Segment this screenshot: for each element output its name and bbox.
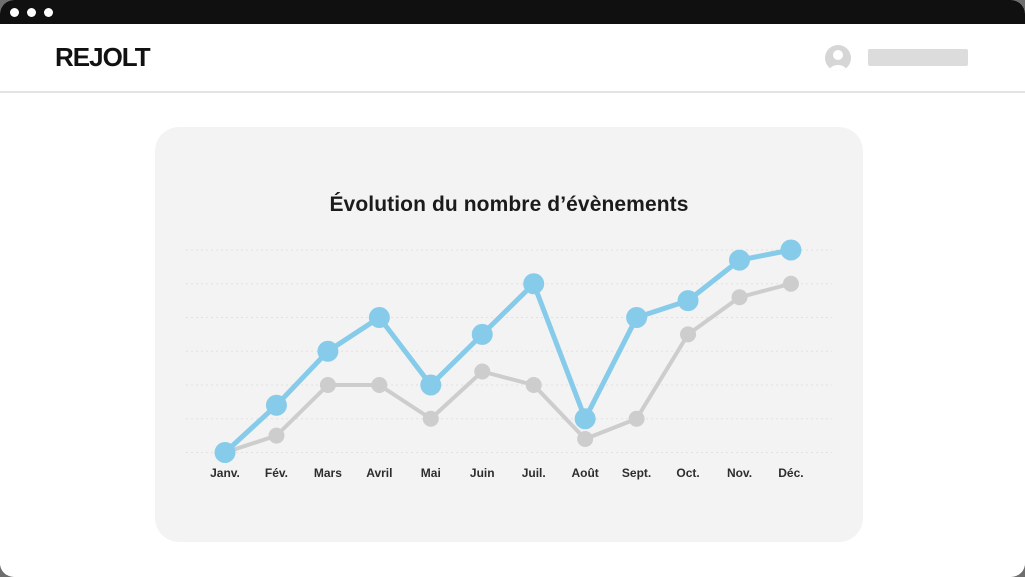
primary-blue-line	[222, 247, 794, 455]
primary-blue-point	[265, 394, 287, 416]
secondary-gray-point	[371, 377, 388, 393]
brand-logo: REJOLT	[55, 42, 151, 72]
line-chart: Janv. Fév. Mars Avril Mai Juin Juil. Août Sept. O…	[186, 239, 832, 480]
primary-blue-point	[420, 374, 442, 396]
primary-blue-point	[471, 323, 493, 345]
x-axis-label: Juin	[470, 466, 495, 480]
primary-blue-point	[317, 340, 339, 362]
secondary-gray-point	[628, 410, 645, 427]
primary-blue-point	[677, 290, 699, 312]
app-header: REJOLT	[0, 24, 1025, 93]
primary-blue-point	[780, 239, 802, 261]
x-axis-label: Mai	[421, 466, 441, 480]
x-axis-label: Mars	[314, 466, 342, 480]
x-axis-label: Avril	[366, 466, 392, 480]
user-avatar[interactable]	[825, 44, 851, 71]
secondary-gray-point	[422, 410, 439, 427]
x-axis-label: Oct.	[676, 466, 699, 480]
user-icon-shoulders	[829, 64, 847, 71]
secondary-gray-line	[223, 281, 793, 455]
secondary-gray-point	[319, 377, 336, 393]
primary-blue-point	[214, 442, 236, 463]
secondary-gray-point	[525, 377, 542, 393]
primary-blue-point	[523, 273, 545, 295]
window-control-dot-3[interactable]	[44, 7, 53, 17]
primary-blue-point	[574, 408, 596, 430]
x-axis-label: Août	[571, 466, 598, 480]
secondary-gray-point	[577, 431, 594, 447]
x-axis-label: Fév.	[265, 466, 288, 480]
main-content: Évolution du nombre d’évènements Janv. Fé…	[0, 93, 1025, 575]
header-user-area	[825, 44, 968, 71]
x-axis-label: Nov.	[727, 466, 752, 480]
x-axis-label: Juil.	[522, 466, 546, 480]
x-axis-label: Janv.	[210, 466, 240, 480]
user-name-placeholder	[868, 49, 968, 66]
primary-blue-point	[626, 307, 648, 328]
secondary-gray-point	[474, 363, 491, 380]
secondary-gray-point	[731, 289, 748, 306]
window-control-dot-2[interactable]	[27, 7, 36, 17]
secondary-gray-point	[782, 275, 799, 292]
window-control-dot-1[interactable]	[10, 7, 19, 17]
chart-title: Évolution du nombre d’évènements	[329, 193, 689, 216]
x-axis-label: Déc.	[778, 466, 803, 480]
secondary-gray-point	[680, 326, 697, 343]
window-titlebar	[0, 0, 1025, 24]
user-icon	[833, 49, 843, 60]
primary-blue-point	[729, 249, 750, 271]
x-axis-label: Sept.	[622, 466, 651, 480]
secondary-gray-point	[268, 427, 285, 444]
primary-blue-point	[368, 307, 390, 328]
chart-card: Évolution du nombre d’évènements Janv. Fé…	[155, 127, 863, 542]
